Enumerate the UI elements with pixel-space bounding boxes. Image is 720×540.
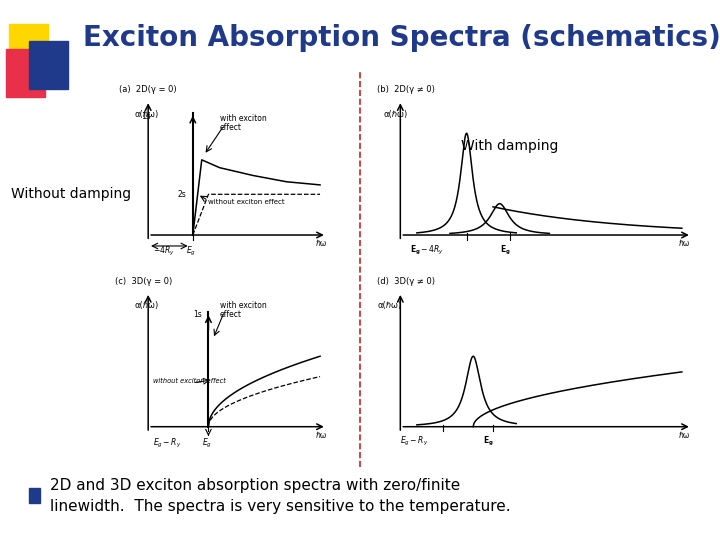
Text: $E_g$: $E_g$ [202,437,212,450]
Text: without exciton effect: without exciton effect [153,378,225,384]
Text: ℏω: ℏω [315,239,327,248]
Text: with exciton: with exciton [220,114,266,123]
Text: 1s: 1s [193,310,202,319]
Text: 2D and 3D exciton absorption spectra with zero/finite: 2D and 3D exciton absorption spectra wit… [50,478,461,493]
Text: α(ℏω): α(ℏω) [135,301,159,310]
Text: $E_g$: $E_g$ [186,245,196,258]
Text: with exciton: with exciton [220,301,266,310]
Text: 1s: 1s [142,112,151,121]
Text: ℏω: ℏω [678,239,690,248]
Text: α(ℏω): α(ℏω) [384,110,408,119]
Text: (a)  2D(γ = 0): (a) 2D(γ = 0) [120,85,177,94]
Text: effect: effect [220,310,242,319]
Text: ℏω: ℏω [678,431,690,440]
Text: Exciton Absorption Spectra (schematics): Exciton Absorption Spectra (schematics) [83,24,720,52]
Text: ℏω: ℏω [315,431,327,440]
Text: effect: effect [220,123,242,132]
Text: α(ℏω): α(ℏω) [135,110,159,119]
Text: α(ℏω): α(ℏω) [377,301,401,310]
Text: $E_g-R_y$: $E_g-R_y$ [400,435,428,448]
Text: $\mathbf{E_g}$: $\mathbf{E_g}$ [483,435,494,448]
Text: With damping: With damping [461,139,558,153]
Text: $\mathbf{E_g}-4R_y$: $\mathbf{E_g}-4R_y$ [410,244,444,256]
Text: without exciton effect: without exciton effect [209,199,285,205]
Text: linewidth.  The spectra is very sensitive to the temperature.: linewidth. The spectra is very sensitive… [50,500,511,515]
Text: $\mathbf{E_g}$: $\mathbf{E_g}$ [500,244,510,256]
Text: (b)  2D(γ ≠ 0): (b) 2D(γ ≠ 0) [377,85,435,94]
Text: (c)  3D(γ = 0): (c) 3D(γ = 0) [114,277,172,286]
Text: (d)  3D(γ ≠ 0): (d) 3D(γ ≠ 0) [377,277,435,286]
Text: Without damping: Without damping [11,187,131,201]
Text: 2s: 2s [177,190,186,199]
Text: $E_g-R_y$: $E_g-R_y$ [153,437,181,450]
Text: $-4R_y$: $-4R_y$ [153,245,174,258]
